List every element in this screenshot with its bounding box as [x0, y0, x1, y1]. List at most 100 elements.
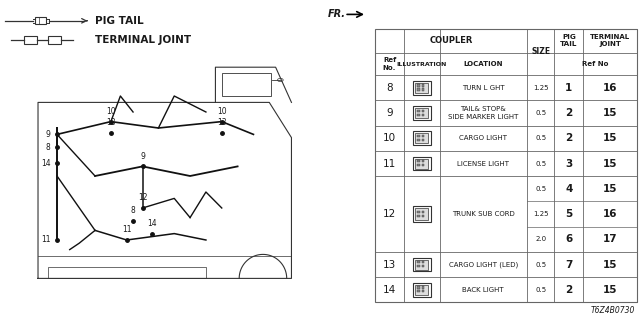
Bar — [415, 158, 428, 169]
Text: 6: 6 — [565, 234, 573, 244]
Bar — [413, 283, 431, 297]
Bar — [417, 214, 420, 217]
Text: 0.5: 0.5 — [535, 110, 546, 116]
Bar — [422, 84, 424, 87]
Text: Ref
No.: Ref No. — [383, 58, 396, 70]
Bar — [417, 160, 420, 163]
Bar — [417, 88, 420, 91]
Text: TERMINAL
JOINT: TERMINAL JOINT — [590, 34, 630, 47]
Text: TERMINAL JOINT: TERMINAL JOINT — [95, 35, 191, 45]
Text: 8: 8 — [46, 143, 51, 152]
Bar — [422, 261, 424, 263]
Bar — [413, 106, 431, 120]
Text: 12: 12 — [138, 193, 147, 202]
Text: BACK LIGHT: BACK LIGHT — [463, 287, 504, 293]
Text: 7: 7 — [565, 260, 573, 269]
Text: 8: 8 — [386, 83, 393, 93]
Bar — [415, 83, 428, 93]
Bar — [422, 88, 424, 91]
Text: CARGO LIGHT (LED): CARGO LIGHT (LED) — [449, 261, 518, 268]
Bar — [422, 211, 424, 213]
Text: 14: 14 — [383, 285, 396, 295]
Text: 15: 15 — [603, 133, 618, 143]
Bar — [417, 211, 420, 213]
Text: PIG TAIL: PIG TAIL — [95, 16, 143, 26]
Text: 13: 13 — [106, 118, 116, 127]
Bar — [422, 290, 424, 292]
Bar — [375, 29, 637, 302]
Text: SIZE: SIZE — [531, 47, 550, 57]
Text: 11: 11 — [383, 158, 396, 169]
Text: 0.5: 0.5 — [535, 186, 546, 192]
Bar — [35, 17, 46, 24]
Bar — [413, 81, 431, 95]
Text: 1.25: 1.25 — [533, 211, 548, 217]
Text: 0.5: 0.5 — [535, 135, 546, 141]
Bar — [422, 286, 424, 289]
Text: LICENSE LIGHT: LICENSE LIGHT — [457, 161, 509, 166]
Text: 9: 9 — [386, 108, 393, 118]
Bar — [417, 135, 420, 137]
Text: 1: 1 — [565, 83, 573, 93]
Text: 15: 15 — [603, 158, 618, 169]
Text: 1.25: 1.25 — [533, 85, 548, 91]
Bar — [413, 258, 431, 271]
Bar — [47, 267, 206, 278]
Text: 9: 9 — [46, 130, 51, 139]
Bar — [415, 260, 428, 269]
Text: 14: 14 — [41, 159, 51, 168]
Text: 9: 9 — [140, 152, 145, 161]
Bar — [222, 73, 271, 96]
Text: 12: 12 — [383, 209, 396, 219]
Bar — [417, 110, 420, 112]
Bar — [24, 36, 37, 44]
Text: LOCATION: LOCATION — [463, 61, 503, 67]
Text: COUPLER: COUPLER — [429, 36, 472, 45]
Bar — [422, 110, 424, 112]
Text: CARGO LIGHT: CARGO LIGHT — [460, 135, 508, 141]
Bar — [417, 84, 420, 87]
Text: 11: 11 — [41, 236, 51, 244]
Bar — [417, 139, 420, 141]
Text: 2.0: 2.0 — [535, 236, 546, 242]
Text: 16: 16 — [603, 209, 618, 219]
Bar — [417, 286, 420, 289]
Bar — [422, 164, 424, 166]
Bar — [422, 265, 424, 267]
Bar — [422, 139, 424, 141]
Bar — [417, 164, 420, 166]
Text: 10: 10 — [383, 133, 396, 143]
Bar — [422, 214, 424, 217]
Text: 2: 2 — [565, 285, 573, 295]
Text: T6Z4B0730: T6Z4B0730 — [591, 306, 635, 315]
Text: 0.5: 0.5 — [535, 161, 546, 166]
Text: 15: 15 — [603, 184, 618, 194]
Text: 0.5: 0.5 — [535, 287, 546, 293]
Text: 16: 16 — [603, 83, 618, 93]
Text: 13: 13 — [383, 260, 396, 269]
Text: 17: 17 — [603, 234, 618, 244]
Text: 13: 13 — [217, 118, 227, 127]
Text: PIG
TAIL: PIG TAIL — [560, 34, 577, 47]
Text: 8: 8 — [131, 206, 136, 215]
Bar — [417, 114, 420, 116]
Text: Ref No: Ref No — [582, 61, 609, 67]
Text: 2: 2 — [565, 133, 573, 143]
Text: 3: 3 — [565, 158, 573, 169]
Bar — [527, 52, 554, 53]
Bar — [415, 208, 428, 220]
Text: TAIL& STOP&
SIDE MARKER LIGHT: TAIL& STOP& SIDE MARKER LIGHT — [448, 106, 518, 120]
Bar — [413, 132, 431, 145]
Bar — [415, 108, 428, 118]
Text: 2: 2 — [565, 108, 573, 118]
Text: 14: 14 — [147, 219, 157, 228]
Text: 10: 10 — [217, 107, 227, 116]
Bar — [422, 135, 424, 137]
Bar — [415, 133, 428, 143]
Text: TRUNK SUB CORD: TRUNK SUB CORD — [452, 211, 515, 217]
Bar — [422, 114, 424, 116]
Bar — [413, 156, 431, 171]
Text: ILLUSTRATION: ILLUSTRATION — [397, 61, 447, 67]
Bar — [422, 160, 424, 163]
Text: TURN L GHT: TURN L GHT — [462, 85, 504, 91]
